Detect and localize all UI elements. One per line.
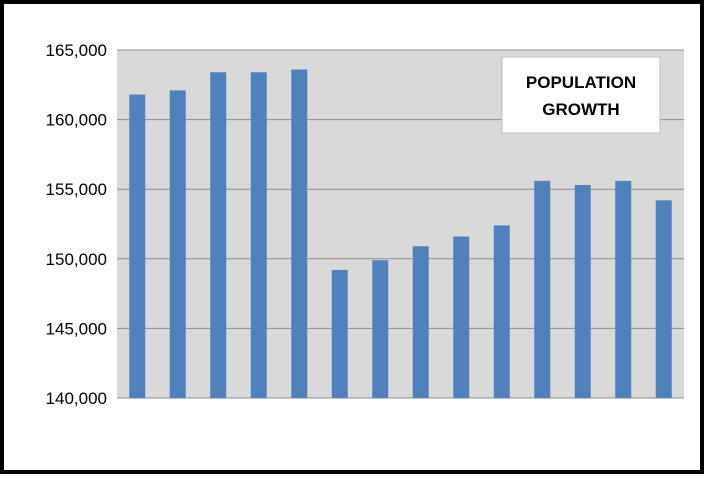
y-tick-label-2: 150,000	[46, 250, 107, 269]
y-tick-label-1: 145,000	[46, 319, 107, 338]
population-chart: 140,000 145,000 150,000 155,000 160,000 165,0…	[46, 41, 684, 408]
bar-4	[291, 69, 308, 398]
bar-13	[655, 200, 672, 398]
bar-12	[615, 180, 632, 398]
bar-5	[331, 269, 348, 398]
bar-0	[129, 94, 146, 398]
chart-title-background	[501, 56, 661, 134]
y-tick-label-5: 165,000	[46, 41, 107, 60]
bar-8	[453, 236, 470, 398]
bar-3	[250, 72, 267, 398]
bar-9	[493, 225, 510, 398]
y-tick-label-0: 140,000	[46, 389, 107, 408]
bar-2	[210, 72, 227, 398]
bar-10	[534, 180, 551, 398]
y-axis-tick-labels: 140,000 145,000 150,000 155,000 160,000 165,0…	[46, 41, 107, 408]
bars	[129, 69, 672, 399]
bar-11	[574, 185, 591, 398]
chart-title-line-2: GROWTH	[542, 100, 619, 119]
bar-6	[372, 260, 389, 398]
y-tick-label-4: 160,000	[46, 111, 107, 130]
bar-7	[412, 246, 429, 398]
chart-title-line-1: POPULATION	[526, 73, 636, 92]
bar-1	[169, 90, 186, 399]
y-tick-label-3: 155,000	[46, 180, 107, 199]
chart-title-box: POPULATION GROWTH	[501, 56, 661, 134]
